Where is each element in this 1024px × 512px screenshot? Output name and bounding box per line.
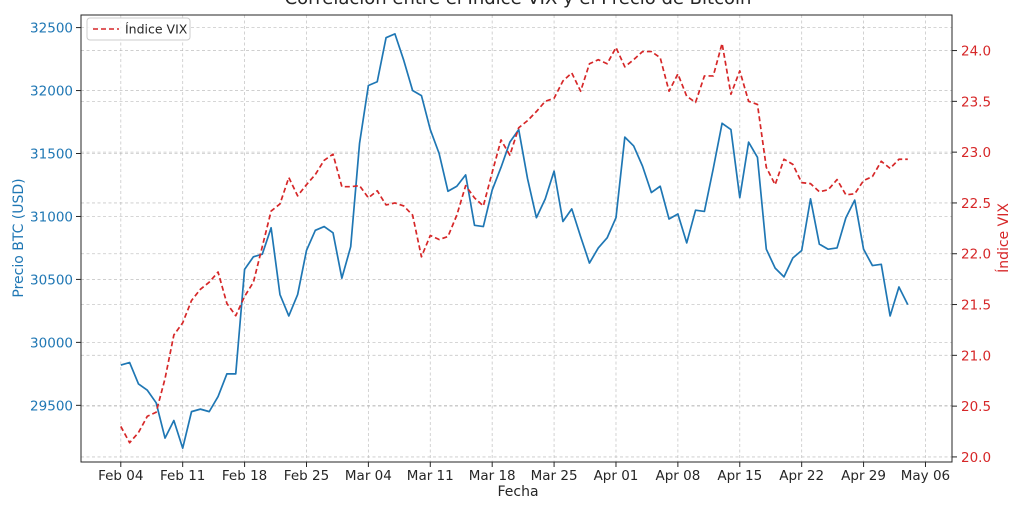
y-axis-right: 20.0 20.5 21.0 21.5 22.0 22.5 23.0 23.5 24.0: [952, 44, 991, 466]
y-right-tick-label: 22.5: [961, 196, 991, 212]
x-tick-label: Feb 11: [160, 468, 205, 484]
plot-frame: [80, 14, 953, 463]
series-vix-line: [120, 42, 908, 444]
y-left-tick-label: 32500: [30, 21, 73, 37]
legend-vix-label: Índice VIX: [125, 22, 188, 37]
x-tick-label: Mar 04: [345, 468, 392, 484]
x-axis: Feb 04 Feb 11 Feb 18 Feb 25 Mar 04 Mar 11 Mar …: [98, 462, 950, 484]
x-tick-label: Apr 08: [655, 468, 700, 484]
y-right-tick-label: 21.5: [961, 298, 991, 314]
grid: [81, 15, 952, 462]
x-tick-label: Apr 01: [594, 468, 639, 484]
x-tick-label: Mar 25: [531, 468, 578, 484]
y-axis-left-label: Precio BTC (USD): [11, 178, 27, 297]
y-right-tick-label: 20.5: [961, 399, 991, 415]
y-right-tick-label: 24.0: [961, 44, 991, 60]
legend: Índice VIX: [86, 17, 191, 41]
chart-title: Correlación entre el Índice VIX y el Pre…: [285, 0, 752, 9]
y-left-tick-label: 29500: [30, 398, 73, 414]
y-axis-left: 29500 30000 30500 31000 31500 32000 32500: [30, 21, 81, 414]
y-left-tick-label: 32000: [30, 84, 73, 100]
x-tick-label: Feb 25: [284, 468, 329, 484]
y-right-tick-label: 23.0: [961, 145, 991, 161]
x-axis-label: Fecha: [497, 484, 538, 500]
y-right-tick-label: 23.5: [961, 94, 991, 110]
y-left-tick-label: 31000: [30, 209, 73, 225]
y-right-tick-label: 21.0: [961, 348, 991, 364]
x-tick-label: Feb 04: [98, 468, 143, 484]
x-tick-label: Apr 15: [717, 468, 762, 484]
x-tick-label: Mar 11: [407, 468, 454, 484]
series-group: [120, 33, 909, 449]
x-tick-label: Apr 29: [841, 468, 886, 484]
x-tick-label: Apr 22: [779, 468, 824, 484]
y-left-tick-label: 30000: [30, 335, 73, 351]
legend-box: [86, 17, 191, 41]
y-axis-right-label: Índice VIX: [995, 203, 1012, 273]
x-tick-label: Mar 18: [469, 468, 516, 484]
series-btc-line: [120, 33, 909, 449]
y-right-tick-label: 22.0: [961, 247, 991, 263]
x-tick-label: Feb 18: [222, 468, 267, 484]
y-right-tick-label: 20.0: [961, 450, 991, 466]
y-left-tick-label: 31500: [30, 147, 73, 163]
y-left-tick-label: 30500: [30, 272, 73, 288]
x-tick-label: May 06: [901, 468, 950, 484]
